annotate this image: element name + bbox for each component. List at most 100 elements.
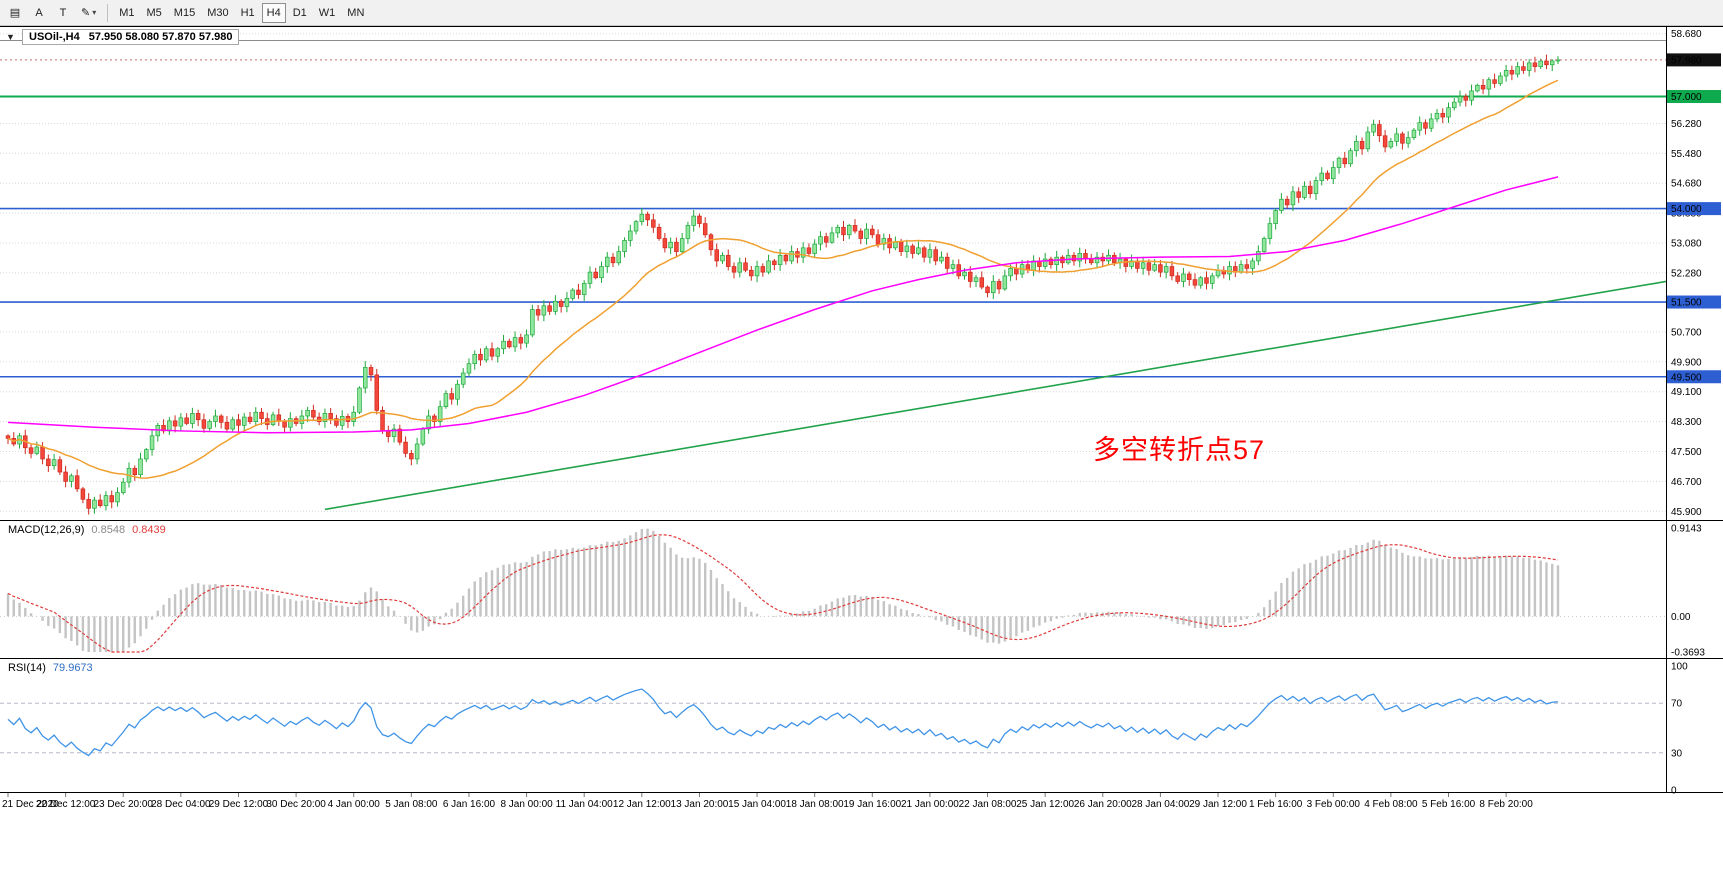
toolbar-icon-group: ▤ A T ✎ ▾: [4, 3, 101, 23]
svg-text:45.900: 45.900: [1671, 507, 1702, 518]
timeframe-button-m5[interactable]: M5: [142, 3, 167, 23]
svg-text:1 Feb 16:00: 1 Feb 16:00: [1249, 799, 1303, 810]
symbol-period-label: USOil-,H4: [29, 31, 80, 43]
charts-grid-icon[interactable]: ▤: [4, 3, 26, 23]
price-axis-surface[interactable]: [1666, 26, 1723, 792]
rsi-indicator-label: RSI(14) 79.9673: [8, 662, 93, 674]
rsi-value: 79.9673: [52, 662, 93, 674]
svg-text:26 Jan 20:00: 26 Jan 20:00: [1074, 799, 1132, 810]
svg-text:8 Jan 00:00: 8 Jan 00:00: [500, 799, 553, 810]
svg-text:25 Jan 12:00: 25 Jan 12:00: [1016, 799, 1074, 810]
svg-text:29 Jan 12:00: 29 Jan 12:00: [1189, 799, 1247, 810]
timeframe-button-h4[interactable]: H4: [261, 2, 286, 23]
draw-tool[interactable]: ✎ ▾: [76, 3, 101, 23]
macd-signal-line: [7, 534, 1559, 653]
svg-text:21 Jan 00:00: 21 Jan 00:00: [901, 799, 959, 810]
svg-text:49.900: 49.900: [1671, 357, 1702, 368]
cursor-a-tool[interactable]: A: [28, 3, 50, 23]
current-price-badge-label: 57.980: [1671, 55, 1702, 66]
macd-indicator-label: MACD(12,26,9) 0.8548 0.8439: [8, 524, 166, 536]
svg-text:52.280: 52.280: [1671, 268, 1702, 279]
svg-text:47.500: 47.500: [1671, 447, 1702, 458]
svg-text:30 Dec 20:00: 30 Dec 20:00: [266, 799, 326, 810]
macd-histogram: [6, 528, 1560, 652]
timeframe-button-mn[interactable]: MN: [342, 3, 369, 23]
svg-text:28 Jan 04:00: 28 Jan 04:00: [1131, 799, 1189, 810]
svg-text:3 Feb 00:00: 3 Feb 00:00: [1307, 799, 1361, 810]
rsi-line: [7, 688, 1559, 757]
svg-text:54.000: 54.000: [1671, 204, 1702, 215]
chart-title-box: USOil-,H4 57.950 58.080 57.870 57.980: [22, 29, 240, 45]
svg-text:29 Dec 12:00: 29 Dec 12:00: [209, 799, 269, 810]
svg-text:49.500: 49.500: [1671, 372, 1702, 383]
svg-text:56.280: 56.280: [1671, 119, 1702, 130]
svg-text:0.00: 0.00: [1671, 612, 1691, 623]
svg-text:100: 100: [1671, 662, 1688, 673]
timeframe-button-m30[interactable]: M30: [202, 3, 233, 23]
current-price-badge: [1667, 53, 1721, 67]
svg-text:19 Jan 16:00: 19 Jan 16:00: [843, 799, 901, 810]
toolbar: ▤ A T ✎ ▾ M1 M5 M15 M30 H1 H4 D1 W1 MN: [0, 0, 1723, 26]
svg-text:22 Dec 12:00: 22 Dec 12:00: [36, 799, 96, 810]
svg-text:5 Jan 08:00: 5 Jan 08:00: [385, 799, 438, 810]
timeframe-button-m15[interactable]: M15: [169, 3, 200, 23]
toolbar-separator: [107, 3, 109, 22]
timeframe-button-m1[interactable]: M1: [114, 3, 139, 23]
svg-text:55.480: 55.480: [1671, 149, 1702, 160]
svg-text:57.000: 57.000: [1671, 92, 1702, 103]
trendline[interactable]: [324, 280, 1667, 511]
svg-text:13 Jan 20:00: 13 Jan 20:00: [671, 799, 729, 810]
rsi-name: RSI(14): [8, 662, 46, 674]
svg-text:70: 70: [1671, 699, 1683, 710]
svg-text:6 Jan 16:00: 6 Jan 16:00: [443, 799, 496, 810]
oneclick-collapse-arrow-icon[interactable]: ▼: [6, 32, 15, 42]
svg-text:30: 30: [1671, 748, 1683, 759]
price-axis-labels: 58.68056.28055.48054.68053.88053.08052.2…: [1671, 29, 1702, 518]
rsi-axis-labels: 100 70 30 0: [1671, 662, 1688, 797]
svg-text:22 Jan 08:00: 22 Jan 08:00: [959, 799, 1017, 810]
chart-annotation-text: 多空转折点57: [1093, 435, 1266, 465]
ma-fast-line: [7, 79, 1559, 479]
svg-text:48.300: 48.300: [1671, 417, 1702, 428]
timeframe-toolbar: M1 M5 M15 M30 H1 H4 D1 W1 MN: [114, 2, 369, 23]
svg-text:0.9143: 0.9143: [1671, 524, 1702, 535]
svg-text:51.500: 51.500: [1671, 298, 1702, 309]
ma-slow-line: [7, 176, 1559, 434]
svg-text:21 Dec 2020: 21 Dec 2020: [2, 799, 59, 810]
svg-text:12 Jan 12:00: 12 Jan 12:00: [613, 799, 671, 810]
svg-text:11 Jan 04:00: 11 Jan 04:00: [556, 799, 614, 810]
level-lines: [0, 39, 1666, 378]
macd-axis-labels: 0.9143 0.00 -0.3693: [1671, 524, 1705, 659]
svg-text:46.700: 46.700: [1671, 477, 1702, 488]
price-badges: 57.000 54.000 51.500 49.500: [1667, 90, 1721, 384]
timeframe-button-d1[interactable]: D1: [288, 3, 312, 23]
svg-text:53.080: 53.080: [1671, 238, 1702, 249]
macd-pane-surface[interactable]: [0, 521, 1666, 658]
timeframe-button-w1[interactable]: W1: [314, 3, 341, 23]
svg-text:23 Dec 20:00: 23 Dec 20:00: [93, 799, 153, 810]
time-axis-ticks: [7, 793, 1507, 797]
svg-text:8 Feb 20:00: 8 Feb 20:00: [1479, 799, 1533, 810]
svg-text:49.100: 49.100: [1671, 387, 1702, 398]
pane-borders: [0, 26, 1723, 793]
svg-text:54.680: 54.680: [1671, 179, 1702, 190]
ohlc-values: 57.950 58.080 57.870 57.980: [88, 31, 233, 43]
text-tool[interactable]: T: [52, 3, 74, 23]
svg-text:58.680: 58.680: [1671, 29, 1702, 40]
main-chart-surface[interactable]: [0, 26, 1666, 520]
svg-text:28 Dec 04:00: 28 Dec 04:00: [151, 799, 211, 810]
svg-text:15 Jan 04:00: 15 Jan 04:00: [728, 799, 786, 810]
rsi-pane-surface[interactable]: [0, 659, 1666, 792]
dropdown-caret-icon: ▾: [92, 8, 97, 17]
svg-text:18 Jan 08:00: 18 Jan 08:00: [786, 799, 844, 810]
macd-value-signal: 0.8439: [132, 524, 166, 536]
timeframe-button-h1[interactable]: H1: [236, 3, 260, 23]
time-axis-labels: 21 Dec 202022 Dec 12:0023 Dec 20:0028 De…: [2, 799, 1533, 810]
svg-text:0: 0: [1671, 786, 1677, 797]
macd-name: MACD(12,26,9): [8, 524, 85, 536]
svg-text:4 Feb 08:00: 4 Feb 08:00: [1364, 799, 1418, 810]
macd-value-main: 0.8548: [91, 524, 126, 536]
time-axis-surface[interactable]: [0, 793, 1666, 815]
